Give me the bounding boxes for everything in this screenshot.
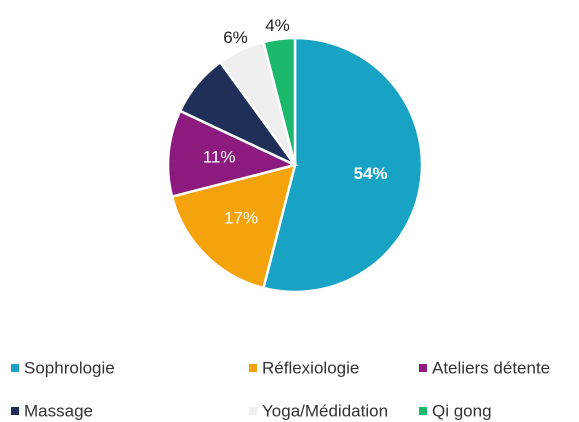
pie-slice: [261, 36, 424, 294]
legend-label: Qi gong: [432, 401, 492, 420]
legend-swatch: [249, 407, 257, 415]
data-label: 11%: [203, 147, 236, 166]
legend-swatch: [11, 364, 19, 372]
legend-label: Yoga/Médidation: [262, 401, 388, 420]
data-label: 17%: [224, 208, 258, 227]
pie-slice: [261, 36, 297, 166]
data-label: 4%: [265, 16, 290, 35]
pie-slice: [170, 163, 297, 290]
legend-swatch: [419, 364, 427, 372]
legend-label: Sophrologie: [24, 358, 115, 377]
legend-swatch: [249, 364, 257, 372]
data-label: 6%: [223, 28, 248, 47]
legend-label: Réflexiologie: [262, 358, 359, 377]
pie-slice: [166, 109, 299, 199]
legend-label: Massage: [24, 401, 93, 420]
data-label: 54%: [354, 164, 388, 183]
legend-label: Ateliers détente: [432, 358, 550, 377]
legend-swatch: [11, 407, 19, 415]
legend-swatch: [419, 407, 427, 415]
